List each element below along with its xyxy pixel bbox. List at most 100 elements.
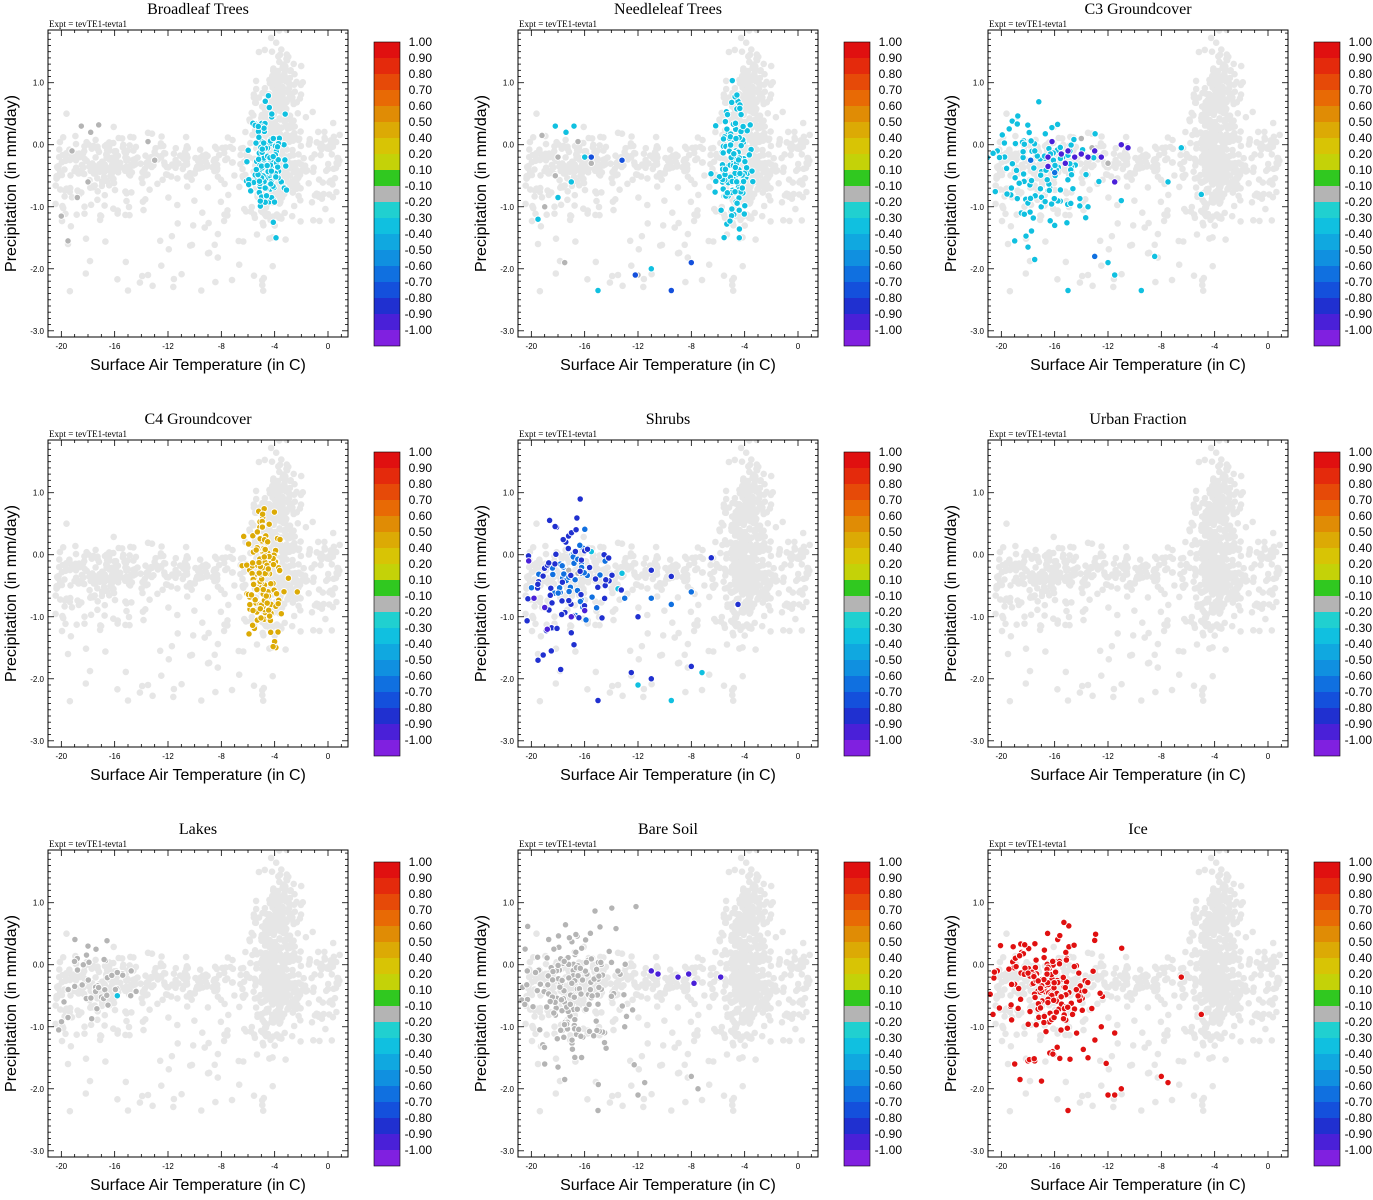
background-point (1219, 170, 1227, 178)
background-point (531, 193, 538, 200)
background-point (583, 167, 590, 175)
y-axis-label: Precipitation (in mm/day) (473, 95, 490, 272)
background-point (267, 119, 275, 127)
background-point (757, 67, 764, 74)
colorbar-swatch (374, 122, 400, 138)
background-point (1229, 151, 1236, 158)
background-point (1214, 149, 1222, 157)
background-point (1042, 238, 1049, 245)
data-point (712, 177, 720, 185)
colorbar-label: -0.40 (875, 227, 903, 241)
background-point (551, 210, 558, 217)
background-point (1226, 112, 1234, 119)
background-point (138, 682, 146, 690)
background-point (1157, 176, 1165, 184)
colorbar-swatch (1314, 106, 1340, 122)
background-point (123, 157, 130, 164)
background-point (62, 620, 69, 628)
background-point (791, 128, 798, 136)
data-point (244, 540, 253, 548)
background-point (251, 214, 259, 222)
background-point (204, 594, 212, 601)
data-point (1015, 179, 1023, 187)
points-layer (522, 30, 813, 337)
background-point (619, 282, 626, 290)
colorbar-swatch (1314, 154, 1340, 170)
background-point (58, 581, 66, 589)
background-point (731, 46, 739, 54)
background-point (682, 155, 690, 163)
colorbar-label: 0.60 (879, 99, 903, 113)
data-point (730, 150, 738, 158)
background-point (64, 650, 72, 658)
background-point (545, 150, 553, 157)
background-point (613, 159, 620, 167)
background-point (1224, 17, 1231, 24)
background-point (653, 145, 660, 153)
data-point (263, 161, 271, 170)
colorbar-swatch (374, 170, 400, 186)
background-point (1216, 200, 1223, 207)
background-point (275, 30, 283, 34)
background-point (1266, 179, 1273, 186)
background-point (139, 608, 147, 615)
background-point (81, 565, 89, 573)
background-point (158, 543, 165, 550)
colorbar: 1.000.900.800.700.600.500.400.200.10-0.1… (843, 35, 903, 347)
background-point (1157, 198, 1165, 206)
background-point (143, 569, 150, 577)
background-point (229, 145, 237, 153)
background-point (103, 177, 111, 185)
background-point (212, 278, 219, 286)
background-point (217, 586, 225, 594)
background-point (1215, 214, 1223, 222)
background-point (756, 164, 763, 172)
background-point (593, 167, 600, 174)
background-point (188, 651, 196, 659)
colorbar-swatch (374, 74, 400, 90)
x-tick-label: -12 (1102, 342, 1114, 351)
background-point (101, 191, 109, 199)
background-point (318, 605, 326, 612)
background-point (746, 116, 754, 123)
background-point (595, 203, 603, 211)
y-tick-label: -3.0 (500, 327, 514, 336)
background-point (674, 184, 682, 191)
background-point (304, 577, 311, 584)
colorbar-swatch (374, 218, 400, 234)
background-point (1218, 124, 1225, 131)
background-point (191, 607, 198, 614)
y-tick-label: -3.0 (970, 327, 984, 336)
background-point (103, 556, 111, 564)
background-point (61, 603, 68, 610)
background-point (152, 554, 159, 562)
background-point (671, 224, 678, 231)
background-point (1208, 151, 1216, 158)
background-point (759, 146, 766, 154)
background-point (297, 128, 304, 135)
background-point (653, 173, 661, 180)
background-point (123, 197, 130, 205)
background-point (1114, 220, 1121, 227)
background-point (122, 668, 130, 676)
background-point (214, 230, 222, 238)
colorbar-swatch (844, 154, 870, 170)
background-point (1198, 157, 1205, 164)
x-tick-label: -16 (109, 342, 121, 351)
background-point (239, 575, 246, 583)
background-point (1265, 143, 1272, 151)
background-point (550, 147, 558, 155)
colorbar-label: 0.20 (409, 147, 433, 161)
background-point (1249, 168, 1257, 176)
background-point (1234, 110, 1242, 117)
background-point (1226, 164, 1233, 172)
background-point (788, 195, 796, 202)
background-point (124, 697, 132, 704)
background-point (1139, 152, 1146, 159)
background-point (298, 18, 305, 25)
background-point (290, 117, 297, 124)
panel-title: C4 Groundcover (144, 411, 252, 428)
background-point (298, 428, 305, 435)
background-point (158, 672, 165, 679)
background-point (103, 154, 110, 162)
